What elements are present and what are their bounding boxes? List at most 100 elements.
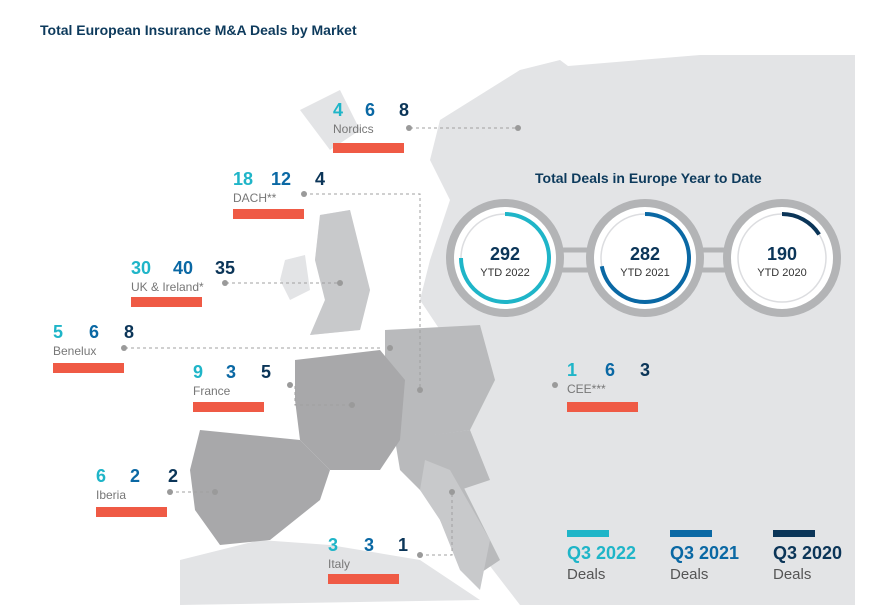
value-q3-2020: 1: [398, 535, 409, 555]
value-q3-2020: 2: [168, 466, 179, 486]
legend-label: Q3 2020: [773, 543, 843, 563]
ytd-ring-ytd-2021: 282 YTD 2021: [586, 199, 704, 317]
ytd-outer-ring: [586, 199, 704, 317]
market-name: DACH**: [233, 191, 277, 205]
iberia-shape: [190, 430, 330, 545]
value-q3-2021: 3: [226, 362, 237, 382]
market-benelux: 5 6 8 Benelux: [53, 322, 134, 358]
connector-dots: [121, 125, 558, 558]
market-italy: 3 3 1 Italy: [328, 535, 408, 571]
legend-label: Q3 2021: [670, 543, 740, 563]
ytd-ring-ytd-2020: 190 YTD 2020: [723, 199, 841, 317]
dot-iberia-map: [212, 489, 218, 495]
ytd-title: Total Deals in Europe Year to Date: [535, 170, 762, 186]
dot-iberia-label: [167, 489, 173, 495]
ytd-value: 292: [490, 244, 520, 264]
uk-shape: [310, 210, 370, 335]
value-q3-2020: 8: [399, 100, 410, 120]
value-q3-2022: 5: [53, 322, 64, 342]
market-name: France: [193, 384, 231, 398]
market-name: CEE***: [567, 382, 606, 396]
market-cee: 1 6 3 CEE***: [567, 360, 650, 396]
market-name: Italy: [328, 557, 351, 571]
market-bar-nordics: [333, 143, 404, 153]
market-dach: 18 12 4 DACH**: [233, 169, 325, 205]
legend-swatch: [670, 530, 712, 537]
ytd-value: 282: [630, 244, 660, 264]
ytd-value: 190: [767, 244, 797, 264]
ytd-label: YTD 2022: [480, 267, 530, 279]
value-q3-2021: 6: [89, 322, 100, 342]
market-name: Iberia: [96, 488, 127, 502]
ytd-label: YTD 2020: [757, 267, 807, 279]
market-name: Benelux: [53, 344, 97, 358]
market-bar-italy: [328, 574, 399, 584]
value-q3-2022: 18: [233, 169, 254, 189]
dot-benelux-map: [387, 345, 393, 351]
france-shape: [295, 350, 405, 470]
market-iberia: 6 2 2 Iberia: [96, 466, 178, 502]
value-q3-2022: 9: [193, 362, 204, 382]
legend-label: Q3 2022: [567, 543, 637, 563]
italy-shape: [420, 460, 490, 590]
market-bar-dach: [233, 209, 304, 219]
legend-item-q3-2021: Q3 2021 Deals: [670, 530, 739, 583]
legend-item-q3-2022: Q3 2022 Deals: [567, 530, 636, 583]
page-title: Total European Insurance M&A Deals by Ma…: [40, 22, 357, 38]
ytd-progress-arc: [599, 212, 691, 304]
market-bar-benelux: [53, 363, 124, 373]
value-q3-2020: 5: [261, 362, 272, 382]
market-bar-uk-ireland: [131, 297, 202, 307]
dot-cee-map: [552, 382, 558, 388]
dot-nordics-map: [515, 125, 521, 131]
market-uk-ireland: 30 40 35 UK & Ireland*: [131, 258, 235, 294]
legend-swatch: [773, 530, 815, 537]
ytd-progress-arc: [459, 212, 551, 304]
value-q3-2021: 12: [271, 169, 292, 189]
legend-sub: Deals: [567, 566, 606, 583]
ytd-label: YTD 2021: [620, 267, 670, 279]
value-q3-2021: 6: [365, 100, 376, 120]
market-bar-cee: [567, 402, 638, 412]
value-q3-2021: 40: [173, 258, 194, 278]
dot-italy-map: [449, 489, 455, 495]
ytd-group: 292 YTD 2022 282 YTD 2021 190 YTD 2020: [446, 199, 841, 317]
dot-nordics-label: [406, 125, 412, 131]
value-q3-2022: 1: [567, 360, 578, 380]
dot-france-map: [349, 402, 355, 408]
dot-uk-map: [337, 280, 343, 286]
value-q3-2021: 3: [364, 535, 375, 555]
value-q3-2020: 3: [640, 360, 651, 380]
market-france: 9 3 5 France: [193, 362, 271, 398]
ytd-ring-ytd-2022: 292 YTD 2022: [446, 199, 564, 317]
value-q3-2021: 2: [130, 466, 141, 486]
value-q3-2021: 6: [605, 360, 616, 380]
ytd-progress-arc: [781, 212, 821, 236]
value-q3-2022: 4: [333, 100, 344, 120]
dot-france-label: [287, 382, 293, 388]
ytd-outer-ring: [446, 199, 564, 317]
dot-benelux-label: [121, 345, 127, 351]
value-q3-2020: 8: [124, 322, 135, 342]
dot-dach-label: [301, 191, 307, 197]
dot-uk-label: [222, 280, 228, 286]
dot-italy-label: [417, 552, 423, 558]
market-nordics: 4 6 8 Nordics: [333, 100, 409, 136]
legend-sub: Deals: [773, 566, 812, 583]
connector-italy: [420, 492, 453, 556]
legend-item-q3-2020: Q3 2020 Deals: [773, 530, 842, 583]
legend-sub: Deals: [670, 566, 709, 583]
market-name: Nordics: [333, 122, 374, 136]
market-bar-france: [193, 402, 264, 412]
value-q3-2022: 3: [328, 535, 339, 555]
market-bar-iberia: [96, 507, 167, 517]
value-q3-2022: 6: [96, 466, 107, 486]
value-q3-2022: 30: [131, 258, 152, 278]
value-q3-2020: 4: [315, 169, 326, 189]
ytd-outer-ring: [723, 199, 841, 317]
connector-dach: [304, 193, 421, 390]
legend-swatch: [567, 530, 609, 537]
value-q3-2020: 35: [215, 258, 236, 278]
dot-dach-map: [417, 387, 423, 393]
